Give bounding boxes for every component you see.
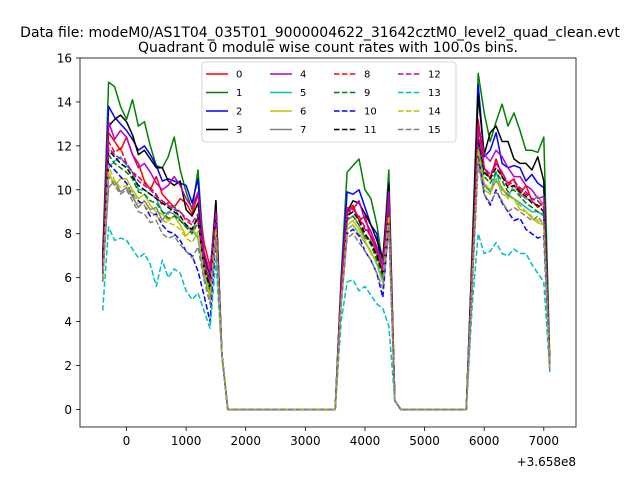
- x-tick-label: 7000: [529, 434, 560, 448]
- legend-label-13: 13: [428, 88, 441, 99]
- y-tick-label: 2: [64, 359, 72, 373]
- x-tick-label: 4000: [350, 434, 381, 448]
- legend-label-1: 1: [236, 88, 242, 99]
- legend-label-6: 6: [300, 107, 306, 118]
- x-tick-label: 6000: [469, 434, 500, 448]
- y-tick-label: 0: [64, 403, 72, 417]
- legend-label-15: 15: [428, 125, 441, 136]
- series-line-12: [101, 131, 551, 411]
- plot-frame: [79, 57, 577, 428]
- x-tick-label: 5000: [409, 434, 440, 448]
- legend-label-3: 3: [236, 125, 242, 136]
- y-tick-label: 8: [64, 227, 72, 241]
- legend-label-2: 2: [236, 107, 242, 118]
- legend-label-14: 14: [428, 107, 441, 118]
- series-layer: [101, 72, 551, 411]
- legend-label-10: 10: [364, 107, 377, 118]
- legend-label-4: 4: [300, 70, 306, 81]
- legend-label-9: 9: [364, 88, 370, 99]
- chart-title: Quadrant 0 module wise count rates with …: [138, 40, 518, 56]
- series-line-14: [101, 149, 551, 411]
- x-tick-label: 2000: [230, 434, 261, 448]
- legend-label-12: 12: [428, 70, 441, 81]
- y-tick-label: 4: [64, 315, 72, 329]
- y-tick-label: 6: [64, 271, 72, 285]
- series-line-15: [101, 162, 551, 411]
- x-tick-label: 3000: [290, 434, 321, 448]
- axis-layer: 0 1000 2000 3000 4000 5000 6000 700002468101214…: [57, 52, 559, 449]
- y-tick-label: 16: [57, 52, 72, 66]
- legend-label-8: 8: [364, 70, 370, 81]
- legend-label-5: 5: [300, 88, 306, 99]
- series-line-13: [101, 226, 551, 411]
- legend-box: [201, 61, 457, 143]
- chart-suptitle: Data file: modeM0/AS1T04_035T01_90000046…: [20, 25, 620, 41]
- series-line-1: [101, 72, 551, 411]
- legend-label-0: 0: [236, 70, 242, 81]
- y-tick-label: 12: [57, 139, 72, 153]
- legend-label-11: 11: [364, 125, 377, 136]
- y-tick-label: 14: [57, 95, 72, 109]
- y-tick-label: 10: [57, 183, 72, 197]
- legend-label-7: 7: [300, 125, 306, 136]
- x-tick-label: 0: [123, 434, 131, 448]
- x-offset-label: +3.658e8: [517, 455, 576, 469]
- x-tick-label: 1000: [171, 434, 202, 448]
